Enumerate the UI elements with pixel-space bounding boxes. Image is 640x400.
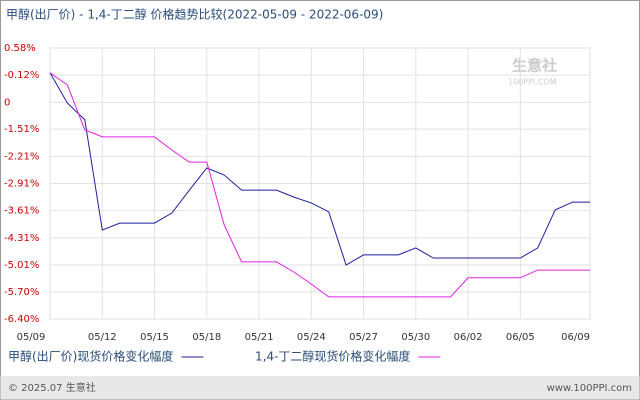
footer-bar (0, 376, 640, 400)
footer-left: © 2025.07 生意社 (8, 381, 96, 394)
y-tick-label: 0.58% (4, 43, 36, 54)
x-tick-label: 05/27 (349, 332, 378, 343)
x-tick-label: 05/15 (140, 332, 169, 343)
y-tick-label: -5.01% (4, 260, 39, 271)
y-tick-label: -2.21% (4, 151, 39, 162)
x-tick-label: 06/09 (561, 332, 590, 343)
y-tick-label: -3.61% (4, 206, 39, 217)
y-tick-label: -1.51% (4, 124, 39, 135)
watermark: 生意社 (512, 57, 557, 75)
x-tick-label: 05/24 (297, 332, 326, 343)
y-tick-label: -4.31% (4, 233, 39, 244)
x-tick-label: 05/18 (192, 332, 221, 343)
series-line (49, 72, 590, 266)
footer-right: www.100PPI.com (547, 383, 632, 394)
x-tick-label: 05/09 (17, 332, 46, 343)
x-tick-label: 06/05 (506, 332, 535, 343)
x-tick-label: 05/30 (401, 332, 430, 343)
watermark-sub: 100PPI.COM (508, 78, 557, 87)
series-line (49, 72, 590, 298)
y-tick-label: -2.91% (4, 179, 39, 190)
y-tick-label: 0 (4, 97, 10, 108)
y-tick-label: -6.40% (4, 314, 39, 325)
chart-title: 甲醇(出厂价) - 1,4-丁二醇 价格趋势比较(2022-05-09 - 20… (6, 7, 383, 22)
x-tick-label: 05/21 (245, 332, 274, 343)
y-tick-label: -5.70% (4, 287, 39, 298)
x-tick-label: 06/02 (454, 332, 483, 343)
legend-label: 甲醇(出厂价)现货价格变化幅度 (8, 349, 173, 364)
y-tick-label: -0.12% (4, 70, 39, 81)
legend-label: 1,4-丁二醇现货价格变化幅度 (255, 349, 410, 364)
x-tick-label: 05/12 (88, 332, 117, 343)
